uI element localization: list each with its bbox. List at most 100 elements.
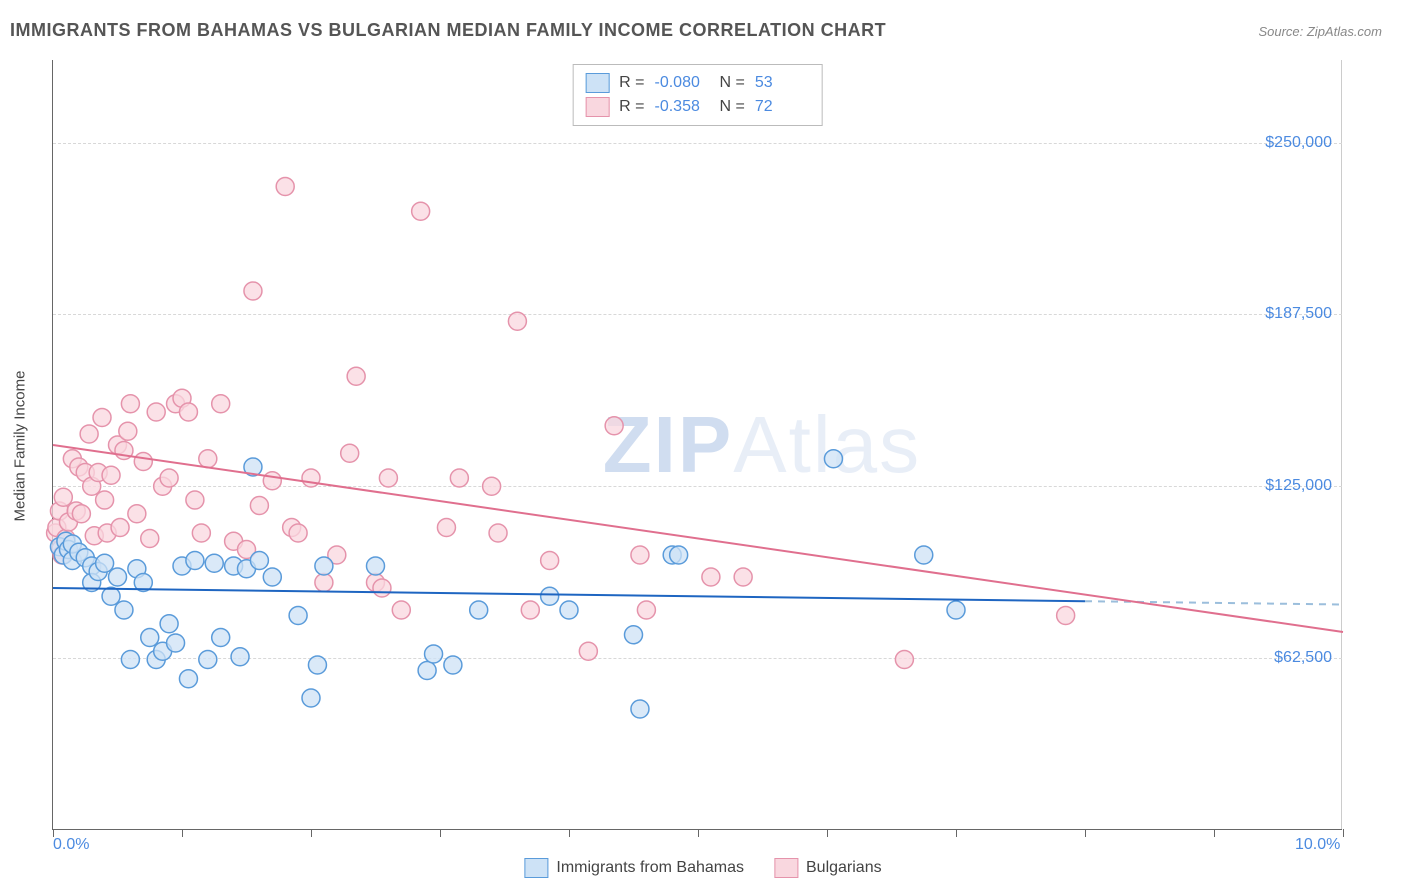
y-axis-title: Median Family Income	[12, 371, 29, 522]
source-prefix: Source:	[1258, 24, 1306, 39]
data-point-bahamas	[425, 645, 443, 663]
chart-title: IMMIGRANTS FROM BAHAMAS VS BULGARIAN MED…	[10, 20, 886, 41]
data-point-bulgarians	[263, 472, 281, 490]
data-point-bulgarians	[289, 524, 307, 542]
data-point-bulgarians	[250, 497, 268, 515]
x-tick-mark	[827, 829, 828, 837]
data-point-bahamas	[109, 568, 127, 586]
data-point-bahamas	[625, 626, 643, 644]
data-point-bahamas	[160, 615, 178, 633]
stats-legend: R = -0.080 N = 53 R = -0.358 N = 72	[572, 64, 823, 126]
data-point-bulgarians	[637, 601, 655, 619]
x-tick-label: 10.0%	[1295, 836, 1340, 854]
data-point-bulgarians	[121, 395, 139, 413]
data-point-bulgarians	[179, 403, 197, 421]
legend-swatch-bulgarians	[774, 858, 798, 878]
data-point-bulgarians	[160, 469, 178, 487]
data-point-bahamas	[115, 601, 133, 619]
data-point-bahamas	[179, 670, 197, 688]
data-point-bulgarians	[437, 519, 455, 537]
data-point-bahamas	[915, 546, 933, 564]
data-point-bahamas	[302, 689, 320, 707]
data-point-bulgarians	[134, 453, 152, 471]
chart-svg	[53, 60, 1342, 829]
legend-swatch-bahamas	[524, 858, 548, 878]
swatch-bahamas	[585, 73, 609, 93]
data-point-bahamas	[231, 648, 249, 666]
x-tick-mark	[440, 829, 441, 837]
data-point-bulgarians	[315, 574, 333, 592]
data-point-bahamas	[263, 568, 281, 586]
data-point-bulgarians	[186, 491, 204, 509]
data-point-bahamas	[315, 557, 333, 575]
data-point-bahamas	[418, 662, 436, 680]
data-point-bahamas	[444, 656, 462, 674]
stat-r-label: R =	[619, 98, 644, 116]
data-point-bulgarians	[72, 505, 90, 523]
trend-line-bulgarians	[53, 445, 1343, 632]
data-point-bahamas	[96, 554, 114, 572]
legend-item-bulgarians: Bulgarians	[774, 858, 882, 878]
data-point-bahamas	[167, 634, 185, 652]
data-point-bulgarians	[96, 491, 114, 509]
data-point-bulgarians	[373, 579, 391, 597]
data-point-bulgarians	[347, 367, 365, 385]
legend-label-bahamas: Immigrants from Bahamas	[556, 859, 744, 877]
x-tick-mark	[1085, 829, 1086, 837]
stat-r-bulgarians: -0.358	[655, 98, 710, 116]
data-point-bulgarians	[483, 477, 501, 495]
data-point-bulgarians	[1057, 607, 1075, 625]
x-tick-mark	[956, 829, 957, 837]
data-point-bulgarians	[489, 524, 507, 542]
source-attribution: Source: ZipAtlas.com	[1258, 24, 1382, 39]
stat-n-bulgarians: 72	[755, 98, 810, 116]
stat-r-label: R =	[619, 74, 644, 92]
data-point-bahamas	[121, 651, 139, 669]
plot-area: ZIPAtlas $62,500$125,000$187,500$250,000…	[52, 60, 1342, 830]
data-point-bulgarians	[199, 450, 217, 468]
legend-label-bulgarians: Bulgarians	[806, 859, 882, 877]
stats-row-bulgarians: R = -0.358 N = 72	[585, 95, 810, 119]
data-point-bulgarians	[102, 466, 120, 484]
trend-line-dashed-bahamas	[1085, 601, 1343, 604]
x-tick-mark	[698, 829, 699, 837]
data-point-bulgarians	[605, 417, 623, 435]
data-point-bulgarians	[192, 524, 210, 542]
data-point-bahamas	[470, 601, 488, 619]
data-point-bahamas	[308, 656, 326, 674]
x-tick-mark	[1214, 829, 1215, 837]
stat-n-label: N =	[720, 74, 745, 92]
data-point-bulgarians	[141, 530, 159, 548]
data-point-bulgarians	[341, 444, 359, 462]
data-point-bulgarians	[276, 178, 294, 196]
data-point-bulgarians	[702, 568, 720, 586]
x-tick-mark	[53, 829, 54, 837]
x-tick-mark	[182, 829, 183, 837]
stats-row-bahamas: R = -0.080 N = 53	[585, 71, 810, 95]
x-tick-mark	[311, 829, 312, 837]
stat-n-label: N =	[720, 98, 745, 116]
data-point-bulgarians	[379, 469, 397, 487]
data-point-bulgarians	[54, 488, 72, 506]
data-point-bahamas	[199, 651, 217, 669]
data-point-bulgarians	[392, 601, 410, 619]
x-tick-label: 0.0%	[53, 836, 89, 854]
data-point-bulgarians	[579, 642, 597, 660]
data-point-bahamas	[212, 629, 230, 647]
data-point-bulgarians	[147, 403, 165, 421]
source-name: ZipAtlas.com	[1307, 24, 1382, 39]
data-point-bahamas	[947, 601, 965, 619]
data-point-bahamas	[631, 700, 649, 718]
data-point-bahamas	[250, 552, 268, 570]
bottom-legend: Immigrants from Bahamas Bulgarians	[524, 858, 881, 878]
data-point-bahamas	[186, 552, 204, 570]
data-point-bulgarians	[128, 505, 146, 523]
data-point-bulgarians	[541, 552, 559, 570]
data-point-bahamas	[824, 450, 842, 468]
trend-line-bahamas	[53, 588, 1085, 601]
data-point-bahamas	[670, 546, 688, 564]
data-point-bulgarians	[119, 422, 137, 440]
data-point-bulgarians	[212, 395, 230, 413]
stat-r-bahamas: -0.080	[655, 74, 710, 92]
data-point-bahamas	[141, 629, 159, 647]
